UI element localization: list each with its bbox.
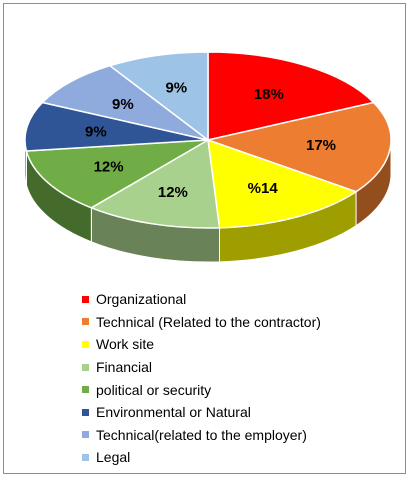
data-label-4: 12% — [94, 158, 124, 175]
legend-label: Organizational — [96, 291, 187, 308]
legend-swatch — [82, 363, 89, 371]
legend-item-4: political or security — [82, 378, 321, 401]
legend-swatch — [82, 340, 89, 348]
data-label-6: 9% — [112, 96, 134, 113]
legend-label: political or security — [96, 381, 212, 398]
legend-item-6: Technical(related to the employer) — [82, 424, 321, 447]
legend-item-7: Legal — [82, 446, 321, 469]
legend: Organizational Technical (Related to the … — [82, 288, 321, 469]
legend-label: Environmental or Natural — [96, 404, 251, 421]
pie-slice-5 — [24, 101, 209, 152]
legend-label: Work site — [96, 336, 155, 353]
legend-label: Financial — [96, 359, 153, 376]
legend-item-1: Technical (Related to the contractor) — [82, 311, 321, 334]
data-label-7: 9% — [165, 80, 187, 97]
legend-swatch — [82, 408, 89, 416]
legend-swatch — [82, 295, 89, 303]
pie-slice-3 — [90, 139, 221, 229]
legend-label: Technical(related to the employer) — [96, 426, 307, 443]
pie-slice-6 — [41, 64, 209, 141]
legend-swatch — [82, 453, 89, 461]
legend-item-2: Work site — [82, 333, 321, 356]
legend-item-5: Environmental or Natural — [82, 401, 321, 424]
data-label-0: 18% — [254, 86, 284, 103]
pie-slice-2 — [207, 139, 357, 229]
chart-frame: 18% 17% %14 12% 12% 9% 9% 9% Organizational Tech… — [3, 3, 406, 474]
data-label-1: 17% — [306, 137, 336, 154]
pie-slice-0 — [207, 51, 375, 141]
data-label-5: 9% — [85, 124, 107, 141]
legend-label: Legal — [96, 449, 131, 466]
legend-item-3: Financial — [82, 356, 321, 379]
pie-slice-4 — [25, 139, 209, 209]
legend-label: Technical (Related to the contractor) — [96, 313, 321, 330]
pie-slice-1 — [207, 101, 392, 193]
legend-swatch — [82, 431, 89, 439]
legend-swatch — [82, 386, 89, 394]
legend-swatch — [82, 318, 89, 326]
pie-slice-7 — [109, 51, 209, 141]
data-label-2: %14 — [248, 180, 279, 197]
data-label-3: 12% — [158, 184, 188, 201]
legend-item-0: Organizational — [82, 288, 321, 311]
pie-chart: 18% 17% %14 12% 12% 9% 9% 9% — [24, 51, 392, 263]
